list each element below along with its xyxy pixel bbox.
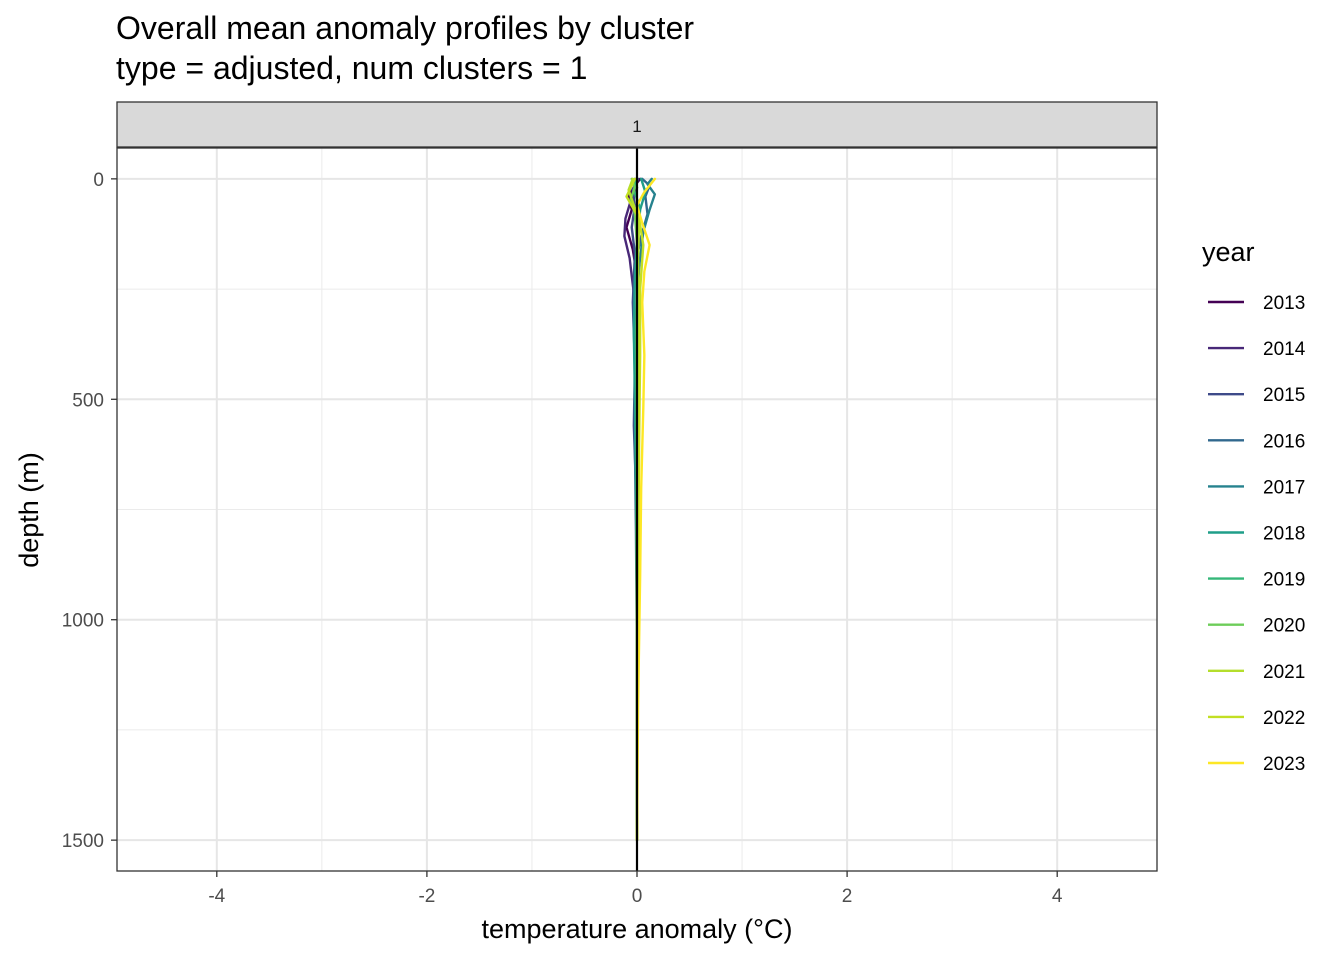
title-block: Overall mean anomaly profiles by cluster… <box>116 8 694 88</box>
legend-label-2014: 2014 <box>1263 339 1306 360</box>
x-tick-label: 2 <box>842 886 853 907</box>
legend-label-2013: 2013 <box>1263 293 1305 314</box>
facet-strip: 1 <box>116 101 1158 148</box>
y-tick-label: 0 <box>93 170 104 191</box>
y-axis-title: depth (m) <box>14 452 44 568</box>
legend-label-2020: 2020 <box>1263 616 1305 637</box>
x-tick-label: 4 <box>1052 886 1063 907</box>
y-tick-label: 1500 <box>62 831 104 852</box>
facet-strip-label: 1 <box>632 117 641 136</box>
x-axis-title: temperature anomaly (°C) <box>482 914 793 944</box>
x-tick-label: -2 <box>418 886 435 907</box>
x-tick-label: -4 <box>208 886 225 907</box>
chart-title: Overall mean anomaly profiles by cluster <box>116 10 695 46</box>
x-tick-label: 0 <box>632 886 643 907</box>
legend-label-2018: 2018 <box>1263 524 1305 545</box>
y-tick-label: 1000 <box>62 611 104 632</box>
legend-label-2021: 2021 <box>1263 662 1305 683</box>
legend: year 2013 2014 2015 2016 2017 2018 2019 2020 202… <box>1202 237 1306 775</box>
x-axis: -4 -2 0 2 4 <box>208 871 1063 907</box>
legend-label-2017: 2017 <box>1263 477 1305 498</box>
facet-strip-background <box>116 101 1158 148</box>
legend-label-2015: 2015 <box>1263 385 1305 406</box>
y-axis: 0 500 1000 1500 <box>62 170 117 852</box>
y-tick-label: 500 <box>72 390 104 411</box>
legend-title: year <box>1202 237 1255 267</box>
legend-label-2019: 2019 <box>1263 570 1305 591</box>
legend-label-2022: 2022 <box>1263 708 1305 729</box>
legend-items: 2013 2014 2015 2016 2017 2018 2019 2020 2021 2022… <box>1208 293 1306 775</box>
legend-label-2016: 2016 <box>1263 431 1305 452</box>
chart-subtitle: type = adjusted, num clusters = 1 <box>116 50 588 86</box>
series-line-2022 <box>625 177 645 842</box>
legend-label-2023: 2023 <box>1263 754 1305 775</box>
